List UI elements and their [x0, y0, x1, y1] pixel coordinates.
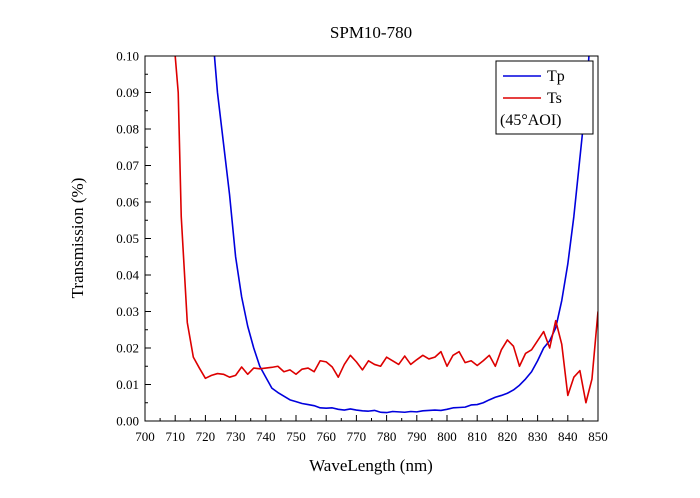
x-tick-label: 750	[286, 429, 306, 444]
x-tick-label: 850	[588, 429, 608, 444]
y-tick-label: 0.10	[116, 49, 139, 64]
x-tick-label: 830	[528, 429, 548, 444]
plot-lines	[174, 56, 598, 414]
y-tick-label: 0.05	[116, 231, 139, 246]
legend: Tp Ts (45°AOI)	[495, 60, 594, 135]
chart-title: SPM10-780	[330, 23, 412, 42]
y-tick-label: 0.00	[116, 414, 139, 429]
legend-note: (45°AOI)	[500, 112, 562, 129]
x-tick-label: 740	[256, 429, 276, 444]
y-tick-label: 0.04	[116, 268, 139, 283]
x-tick-label: 820	[498, 429, 518, 444]
series-line-tp	[213, 56, 590, 414]
axis-ticks: 700 710 720 730 740 750 760 770 780 790 800 810 820 8…	[116, 49, 608, 445]
x-tick-label: 720	[196, 429, 216, 444]
legend-label-tp: Tp	[547, 68, 565, 85]
y-axis-label: Transmission (%)	[68, 178, 87, 299]
y-tick-label: 0.07	[116, 158, 139, 173]
x-tick-label: 710	[165, 429, 185, 444]
x-tick-label: 840	[558, 429, 578, 444]
legend-label-ts: Ts	[547, 90, 562, 107]
series-line-ts	[174, 56, 598, 404]
x-tick-label: 810	[467, 429, 487, 444]
x-tick-label: 700	[135, 429, 155, 444]
x-axis-label: WaveLength (nm)	[309, 456, 433, 475]
x-tick-label: 730	[226, 429, 246, 444]
x-tick-label: 760	[316, 429, 336, 444]
y-tick-label: 0.06	[116, 195, 139, 210]
y-tick-label: 0.02	[116, 341, 139, 356]
x-tick-label: 770	[347, 429, 367, 444]
y-tick-label: 0.08	[116, 122, 139, 137]
x-tick-label: 780	[377, 429, 397, 444]
y-tick-label: 0.09	[116, 85, 139, 100]
y-tick-label: 0.03	[116, 304, 139, 319]
x-tick-label: 800	[437, 429, 457, 444]
y-tick-label: 0.01	[116, 377, 139, 392]
x-tick-label: 790	[407, 429, 427, 444]
